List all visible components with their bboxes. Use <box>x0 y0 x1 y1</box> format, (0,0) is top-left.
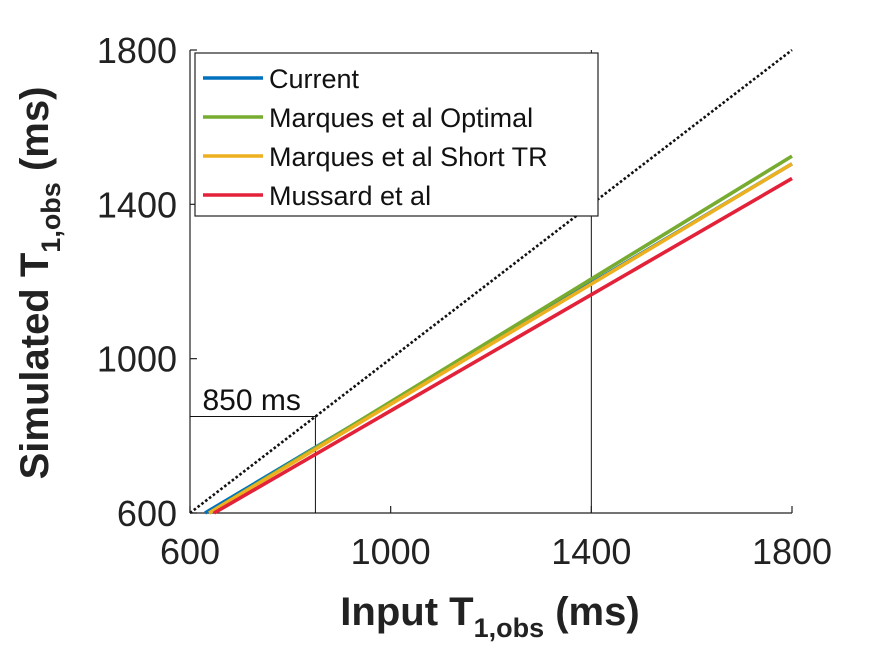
y-axis-title: Simulated T1,obs (ms) <box>13 87 66 480</box>
x-tick-label: 600 <box>160 531 220 572</box>
x-axis-title: Input T1,obs (ms) <box>340 590 639 643</box>
x-tick-label: 1800 <box>752 531 832 572</box>
legend: Current Marques et al Optimal Marques et… <box>194 52 599 217</box>
tick-labels: 600 1000 1400 1800 600 1000 1400 1800 <box>97 30 832 572</box>
x-tick-label: 1000 <box>351 531 431 572</box>
y-axis-title-subscript: 1,obs <box>36 182 66 253</box>
y-tick-label: 600 <box>117 493 177 534</box>
x-axis-title-main: Input T <box>340 590 473 634</box>
y-tick-label: 1000 <box>97 339 177 380</box>
series-line-marques-et-al-short-tr <box>208 162 793 515</box>
legend-label-current: Current <box>269 64 360 94</box>
y-axis-title-main: Simulated T <box>13 253 57 480</box>
y-tick-label: 1800 <box>97 30 177 71</box>
series-lines <box>189 48 793 515</box>
x-axis-title-unit: (ms) <box>544 590 640 634</box>
legend-label-marques-short-tr: Marques et al Short TR <box>269 142 548 172</box>
y-tick-label: 1400 <box>97 184 177 225</box>
legend-box <box>194 52 599 217</box>
y-axis-title-unit: (ms) <box>13 87 57 183</box>
identity-line <box>189 48 793 515</box>
axes-frame <box>189 50 792 514</box>
x-axis-title-subscript: 1,obs <box>474 613 545 643</box>
series-line-mussard-et-al <box>213 176 793 515</box>
legend-label-marques-optimal: Marques et al Optimal <box>269 103 533 133</box>
annotation-850ms: 850 ms <box>203 384 301 417</box>
x-tick-label: 1400 <box>551 531 631 572</box>
legend-label-mussard: Mussard et al <box>269 181 431 211</box>
